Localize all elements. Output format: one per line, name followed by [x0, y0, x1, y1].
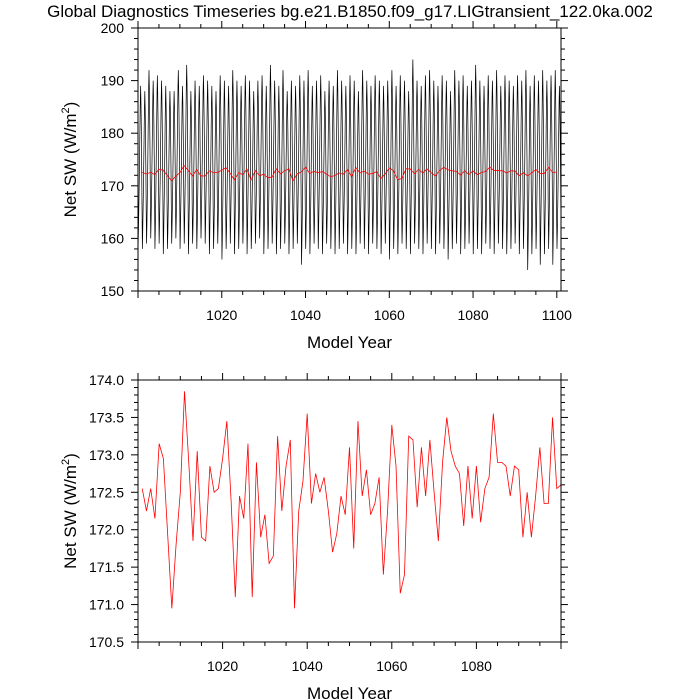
y-tick-label: 171.5 [89, 559, 124, 575]
y-tick-label: 160 [101, 230, 125, 246]
x-tick-label: 1020 [207, 658, 238, 674]
y-tick-label: 170 [101, 178, 125, 194]
y-axis-label-close: ) [61, 102, 80, 108]
x-tick-label: 1060 [376, 658, 407, 674]
y-axis-label-close: ) [61, 453, 80, 459]
y-tick-label: 200 [101, 20, 125, 36]
y-axis-label-main: Net SW (W/m [61, 465, 80, 569]
x-tick-label: 1040 [290, 307, 321, 323]
panel-bottom-chart: 1020 1040 1060 1080 170.5 171.0 171.5 172.0 172.… [60, 372, 568, 700]
y-axis-label: Net SW (W/m2) [60, 453, 80, 569]
y-tick-label: 150 [101, 283, 125, 299]
y-tick-label: 173.5 [89, 409, 124, 425]
y-axis-label-superscript: 2 [60, 459, 72, 465]
x-axis-label: Model Year [307, 684, 392, 700]
series-monthly-line [138, 59, 561, 270]
x-tick-label: 1040 [292, 658, 323, 674]
y-tick-label: 170.5 [89, 634, 124, 650]
y-axis-label-superscript: 2 [60, 107, 72, 113]
x-tick-label: 1080 [457, 307, 488, 323]
y-tick-label: 172.5 [89, 484, 124, 500]
y-axis-label-main: Net SW (W/m [61, 113, 80, 217]
series-annual-mean-line [142, 164, 557, 182]
x-tick-label: 1100 [542, 307, 572, 323]
x-axis-label: Model Year [307, 333, 392, 352]
series-annual-mean-line [141, 391, 561, 609]
plot-frame [137, 27, 562, 292]
y-tick-label: 190 [101, 73, 125, 89]
plot-area [141, 391, 561, 609]
y-tick-label: 174.0 [89, 372, 124, 388]
y-tick-label: 173.0 [89, 447, 124, 463]
x-tick-label: 1020 [206, 307, 237, 323]
figure-title: Global Diagnostics Timeseries bg.e21.B18… [47, 2, 653, 21]
y-tick-label: 180 [101, 125, 125, 141]
plot-area [138, 59, 561, 270]
panel-top-chart: 1020 1040 1060 1080 1100 150 160 170 180 190 200 Mo… [60, 20, 572, 352]
x-tick-label: 1080 [461, 658, 492, 674]
y-axis-label: Net SW (W/m2) [60, 102, 80, 218]
y-tick-label: 171.0 [89, 597, 124, 613]
y-tick-label: 172.0 [89, 522, 124, 538]
x-tick-label: 1060 [374, 307, 405, 323]
plot-frame [137, 379, 562, 643]
